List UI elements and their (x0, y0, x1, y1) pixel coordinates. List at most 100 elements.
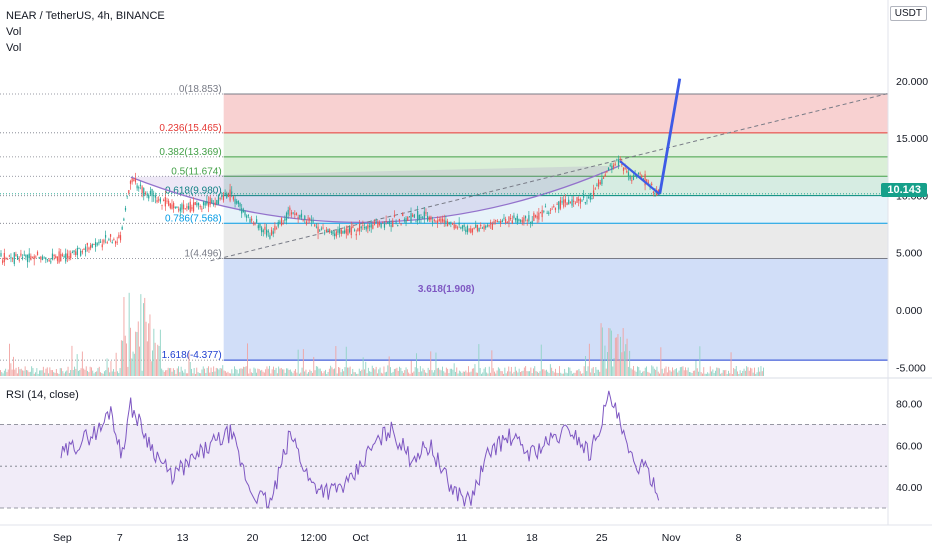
candle-body (378, 222, 381, 225)
volume-bar (28, 372, 30, 376)
volume-bar (97, 368, 99, 376)
price-axis-tick: 20.000 (896, 76, 928, 88)
candle-body (407, 216, 409, 222)
candle-body (397, 225, 399, 227)
volume-bar (603, 360, 605, 376)
candle-body (237, 200, 239, 205)
volume-bar (297, 349, 299, 376)
volume-bar (465, 370, 467, 376)
volume-bar (445, 367, 447, 376)
volume-bar (204, 368, 205, 376)
candle-body (202, 201, 205, 206)
volume-bar (334, 368, 335, 376)
candle-body (345, 228, 347, 234)
candle-body (387, 221, 389, 223)
candle-body (319, 230, 321, 232)
volume-bar (344, 367, 346, 376)
volume-bar (161, 368, 163, 376)
volume-bar (57, 373, 59, 376)
volume-bar (387, 365, 389, 376)
volume-bar (728, 370, 729, 376)
candle-body (533, 213, 535, 221)
volume-bar (471, 368, 473, 376)
candle-body (461, 225, 464, 229)
volume-bar (24, 366, 26, 376)
volume-bar (100, 372, 101, 376)
candle-body (109, 234, 112, 237)
volume-bar (386, 371, 387, 376)
volume-bar (401, 371, 403, 376)
candle-body (490, 222, 492, 225)
candle-body (334, 233, 336, 236)
candle-body (435, 221, 437, 223)
volume-bar (127, 366, 129, 376)
volume-bar (184, 369, 186, 376)
volume-bar (84, 369, 86, 376)
candle-body (513, 215, 515, 218)
volume-bar (490, 372, 491, 376)
price-axis-tick: 15.000 (896, 133, 928, 145)
volume-bar (544, 370, 546, 376)
volume-bar (375, 366, 377, 376)
candle-body (144, 192, 147, 194)
candle-body (438, 218, 440, 222)
volume-bar (284, 372, 286, 376)
price-axis-tick: 5.000 (896, 248, 922, 260)
volume-bar (54, 372, 56, 376)
fib-center-label: 3.618(1.908) (418, 284, 475, 295)
currency-button[interactable]: USDT (889, 6, 927, 21)
volume-bar (71, 345, 73, 376)
volume-bar (590, 372, 592, 376)
candle-body (372, 224, 374, 229)
candle-body (58, 251, 60, 263)
volume-bar (709, 366, 711, 376)
candle-body (161, 204, 163, 206)
volume-bar (588, 343, 590, 376)
volume-bar (586, 371, 588, 376)
volume-bar (516, 370, 517, 376)
volume-bar (382, 373, 384, 376)
time-axis-tick: 8 (736, 532, 742, 544)
volume-bar (32, 368, 34, 376)
volume-bar (724, 370, 725, 376)
volume-bar (556, 372, 558, 376)
volume-bar (83, 368, 85, 376)
fib-zone (223, 94, 888, 133)
volume-bar (270, 373, 272, 376)
candle-body (214, 202, 216, 205)
volume-bar (232, 373, 234, 376)
candle-body (31, 256, 34, 258)
volume-bar (399, 366, 400, 376)
candle-body (20, 253, 22, 256)
candle-body (539, 212, 542, 214)
volume-bar (14, 369, 16, 376)
candle-body (463, 224, 465, 228)
candle-body (284, 218, 286, 221)
candle-body (417, 210, 419, 222)
volume-bar (568, 367, 569, 376)
candle-body (141, 186, 143, 194)
volume-bar (553, 372, 555, 376)
volume-bar (189, 361, 191, 376)
volume-bar (68, 373, 70, 376)
volume-bar (449, 368, 451, 376)
volume-bar (436, 368, 438, 376)
volume-bar (699, 346, 701, 376)
volume-bar (163, 371, 165, 376)
candle-body (651, 183, 653, 186)
candle-body (262, 230, 264, 233)
volume-bar (118, 373, 120, 376)
candle-body (166, 200, 168, 202)
volume-bar (224, 371, 226, 376)
candle-body (266, 229, 268, 236)
candle-body (71, 251, 73, 253)
candle-body (309, 218, 311, 221)
volume-bar (405, 367, 407, 376)
candle-body (239, 202, 241, 207)
candle-body (402, 213, 404, 217)
volume-bar (468, 366, 469, 376)
volume-bar (248, 373, 250, 376)
candle-body (75, 251, 77, 255)
candle-body (481, 227, 483, 229)
